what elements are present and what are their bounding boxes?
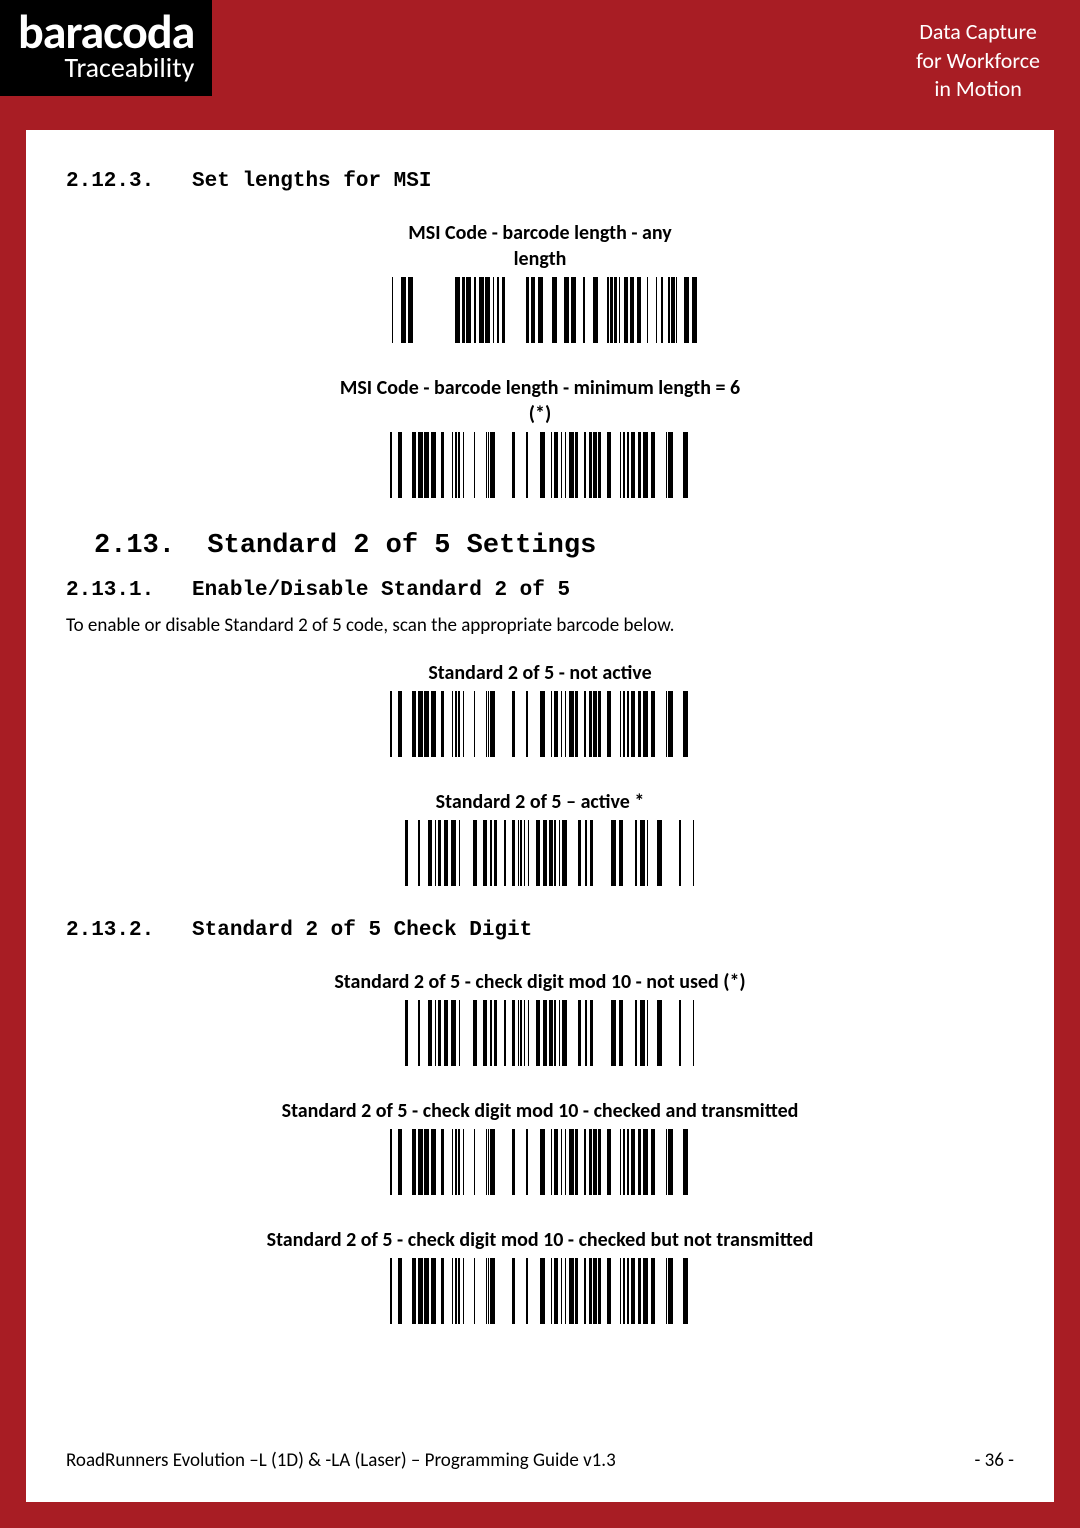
tagline-line-3: in Motion <box>916 75 1040 104</box>
heading-2-12-3: 2.12.3. Set lengths for MSI <box>66 170 1014 193</box>
barcode-block-msi-any: MSI Code - barcode length - any length <box>66 221 1014 348</box>
barcode-image <box>385 820 695 891</box>
tagline: Data Capture for Workforce in Motion <box>916 0 1080 104</box>
barcode-block-std25-active: Standard 2 of 5 – active * <box>66 790 1014 891</box>
barcode-label: Standard 2 of 5 - check digit mod 10 - c… <box>66 1228 1014 1252</box>
barcode-image <box>385 1000 695 1071</box>
barcode-label: MSI Code - barcode length - minimum leng… <box>66 376 1014 400</box>
heading-title: Enable/Disable Standard 2 of 5 <box>192 579 570 602</box>
heading-title: Standard 2 of 5 Check Digit <box>192 919 532 942</box>
heading-num: 2.12.3. <box>66 170 154 193</box>
barcode-label: Standard 2 of 5 – active * <box>66 790 1014 814</box>
barcode-label: Standard 2 of 5 - check digit mod 10 - c… <box>66 1099 1014 1123</box>
heading-2-13: 2.13. Standard 2 of 5 Settings <box>94 531 1014 561</box>
barcode-label-l2: (*) <box>66 402 1014 426</box>
barcode-block-cd-checked-notx: Standard 2 of 5 - check digit mod 10 - c… <box>66 1228 1014 1329</box>
barcode-label: Standard 2 of 5 - check digit mod 10 - n… <box>66 970 1014 994</box>
heading-2-13-2: 2.13.2. Standard 2 of 5 Check Digit <box>66 919 1014 942</box>
barcode-label-l2: length <box>66 247 1014 271</box>
barcode-image <box>390 1129 690 1200</box>
body-text-enable-disable: To enable or disable Standard 2 of 5 cod… <box>66 614 1014 637</box>
heading-title: Set lengths for MSI <box>192 170 431 193</box>
barcode-image <box>390 1258 690 1329</box>
barcode-block-msi-min6: MSI Code - barcode length - minimum leng… <box>66 376 1014 503</box>
header-bar: baracoda Traceability Data Capture for W… <box>0 0 1080 130</box>
barcode-image <box>390 691 690 762</box>
footer-right: - 36 - <box>975 1449 1014 1472</box>
page-footer: RoadRunners Evolution –L (1D) & -LA (Las… <box>66 1449 1014 1472</box>
page-content: 2.12.3. Set lengths for MSI MSI Code - b… <box>26 130 1054 1502</box>
heading-num: 2.13.2. <box>66 919 154 942</box>
heading-num: 2.13. <box>94 531 175 561</box>
barcode-block-std25-notactive: Standard 2 of 5 - not active <box>66 661 1014 762</box>
barcode-label: Standard 2 of 5 - not active <box>66 661 1014 685</box>
barcode-block-cd-checked-tx: Standard 2 of 5 - check digit mod 10 - c… <box>66 1099 1014 1200</box>
logo-main-text: baracoda <box>18 8 194 56</box>
barcode-label: MSI Code - barcode length - any <box>66 221 1014 245</box>
barcode-block-cd-notused: Standard 2 of 5 - check digit mod 10 - n… <box>66 970 1014 1071</box>
barcode-image <box>380 277 700 348</box>
tagline-line-1: Data Capture <box>916 18 1040 47</box>
logo: baracoda Traceability <box>0 0 212 96</box>
heading-num: 2.13.1. <box>66 579 154 602</box>
barcode-image <box>390 432 690 503</box>
heading-2-13-1: 2.13.1. Enable/Disable Standard 2 of 5 <box>66 579 1014 602</box>
tagline-line-2: for Workforce <box>916 47 1040 76</box>
footer-left: RoadRunners Evolution –L (1D) & -LA (Las… <box>66 1449 616 1472</box>
heading-title: Standard 2 of 5 Settings <box>207 531 596 561</box>
